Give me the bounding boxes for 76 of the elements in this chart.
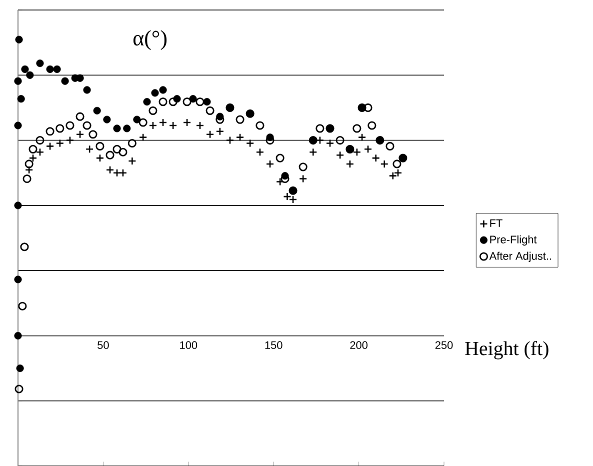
point — [103, 116, 111, 124]
point — [118, 148, 128, 156]
point — [88, 130, 98, 139]
point — [143, 98, 151, 106]
point — [386, 142, 394, 150]
point — [346, 160, 354, 168]
point — [53, 65, 61, 74]
point — [316, 124, 324, 133]
point — [168, 121, 178, 130]
point — [148, 106, 158, 115]
point — [21, 65, 29, 74]
y-axis-title: α(°) — [133, 30, 167, 50]
point — [26, 71, 34, 79]
point — [17, 95, 25, 103]
point — [123, 124, 131, 132]
point — [182, 98, 192, 106]
point — [112, 144, 122, 154]
x-axis-title: Height (ft) — [465, 341, 548, 360]
point — [15, 36, 23, 44]
point — [14, 332, 22, 340]
point — [206, 106, 214, 115]
x-tick-label: 250 — [435, 341, 453, 349]
legend-label: After Adjust.. — [489, 252, 552, 262]
point — [46, 127, 54, 136]
point — [20, 242, 29, 252]
point — [336, 136, 344, 145]
legend-label: Pre-Flight — [490, 235, 537, 246]
point — [93, 106, 101, 114]
point — [14, 384, 24, 394]
point — [392, 160, 402, 168]
point — [61, 77, 69, 85]
point — [14, 122, 22, 130]
point — [266, 160, 274, 168]
point — [113, 124, 121, 132]
point — [46, 65, 54, 74]
point — [196, 98, 204, 106]
point — [36, 136, 44, 145]
point — [236, 115, 244, 124]
point — [151, 89, 159, 97]
point — [159, 86, 167, 94]
point — [256, 121, 264, 130]
legend-label: FT — [490, 219, 502, 227]
point — [168, 98, 178, 106]
point — [96, 154, 104, 162]
point — [76, 112, 84, 121]
point — [138, 118, 148, 127]
point — [18, 302, 27, 310]
point — [128, 138, 136, 148]
x-tick-label: 200 — [350, 341, 368, 349]
point — [14, 276, 22, 284]
point — [106, 150, 114, 160]
point — [83, 86, 91, 94]
point — [203, 98, 211, 106]
point — [66, 121, 74, 130]
point — [16, 364, 24, 372]
point — [158, 118, 168, 127]
point — [14, 202, 22, 210]
point — [148, 121, 158, 130]
x-tick-label: 50 — [98, 341, 109, 349]
x-tick-label: 150 — [265, 341, 282, 349]
point — [56, 124, 64, 133]
point — [82, 121, 92, 130]
point — [368, 121, 376, 130]
point — [96, 142, 104, 150]
x-tick-label: 100 — [180, 341, 198, 349]
point — [133, 116, 141, 124]
point — [36, 60, 44, 68]
point — [22, 174, 32, 184]
point — [158, 98, 168, 106]
point — [14, 77, 22, 85]
point — [276, 154, 284, 162]
point — [196, 121, 204, 130]
point — [352, 124, 362, 133]
point — [182, 118, 192, 127]
point — [189, 95, 197, 103]
point — [298, 162, 308, 172]
